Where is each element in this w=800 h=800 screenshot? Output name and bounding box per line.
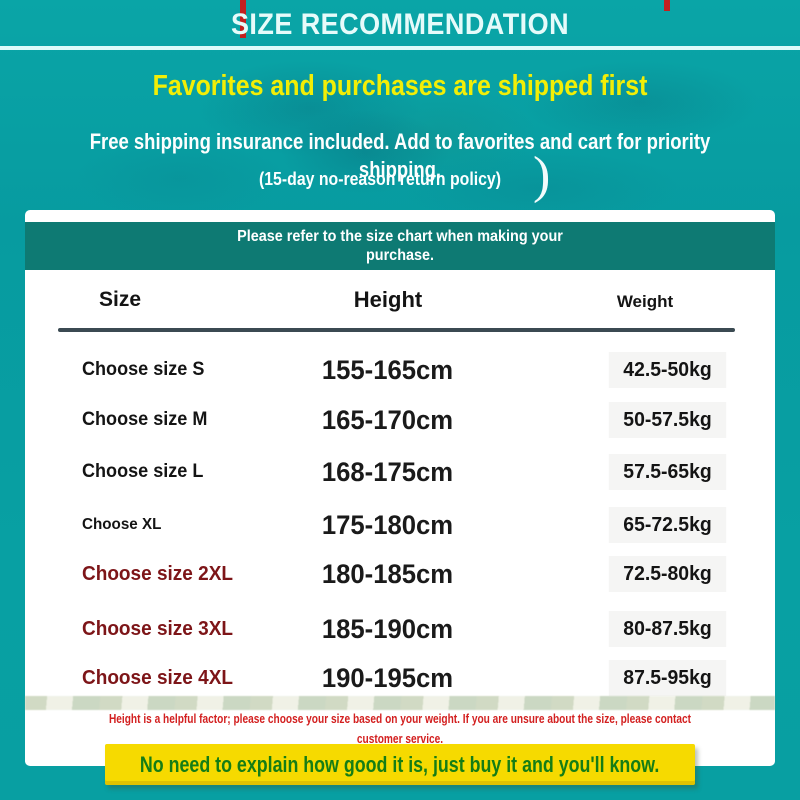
header-rule — [58, 328, 735, 332]
weight-cell: 80-87.5kg — [608, 611, 727, 647]
page-title: SIZE RECOMMENDATION — [230, 8, 570, 41]
footnote: Height is a helpful factor; please choos… — [108, 711, 692, 746]
return-policy-line: (15-day no-reason return policy) — [258, 169, 502, 189]
size-cell: Choose size L — [82, 461, 204, 482]
column-header-weight: Weight — [616, 292, 674, 311]
table-row: Choose XL 175-180cm 65-72.5kg — [25, 507, 775, 543]
table-row: Choose size S 155-165cm 42.5-50kg — [25, 352, 775, 388]
table-row: Choose size 4XL 190-195cm 87.5-95kg — [25, 660, 775, 696]
weight-cell: 72.5-80kg — [608, 556, 727, 592]
weight-cell: 50-57.5kg — [608, 402, 727, 438]
table-row: Choose size L 168-175cm 57.5-65kg — [25, 454, 775, 490]
ribbon-accent-right — [664, 0, 670, 11]
height-cell: 155-165cm — [321, 355, 454, 385]
shipping-insurance-line: Free shipping insurance included. Add to… — [89, 129, 711, 182]
decorative-paren: ) — [533, 147, 551, 204]
height-cell: 190-195cm — [321, 663, 454, 693]
size-cell: Choose size 4XL — [82, 667, 233, 689]
size-chart-card: Please refer to the size chart when maki… — [25, 210, 775, 766]
height-cell: 168-175cm — [321, 457, 454, 487]
bottom-banner-text: No need to explain how good it is, just … — [140, 751, 660, 777]
notice-text: Please refer to the size chart when maki… — [237, 228, 563, 264]
table-row: Choose size M 165-170cm 50-57.5kg — [25, 402, 775, 438]
promo-headline: Favorites and purchases are shipped firs… — [152, 70, 648, 102]
size-cell: Choose size M — [82, 409, 208, 430]
notice-bar: Please refer to the size chart when maki… — [25, 222, 775, 270]
height-cell: 185-190cm — [321, 614, 454, 644]
header-divider — [0, 46, 800, 50]
weight-cell: 57.5-65kg — [608, 454, 727, 490]
table-row: Choose size 3XL 185-190cm 80-87.5kg — [25, 611, 775, 647]
weight-cell: 87.5-95kg — [608, 660, 727, 696]
size-cell: Choose size S — [82, 359, 205, 380]
size-cell: Choose size 3XL — [82, 618, 233, 640]
height-cell: 180-185cm — [321, 559, 454, 589]
ribbon-accent-left — [240, 0, 246, 38]
height-cell: 175-180cm — [321, 510, 454, 540]
height-cell: 165-170cm — [321, 405, 454, 435]
footnote-texture-strip — [25, 696, 775, 710]
weight-cell: 65-72.5kg — [608, 507, 727, 543]
size-cell: Choose XL — [82, 516, 162, 533]
bottom-banner: No need to explain how good it is, just … — [105, 744, 695, 785]
column-header-height: Height — [353, 287, 423, 312]
weight-cell: 42.5-50kg — [608, 352, 727, 388]
column-header-size: Size — [98, 288, 142, 311]
size-cell: Choose size 2XL — [82, 563, 233, 585]
table-row: Choose size 2XL 180-185cm 72.5-80kg — [25, 556, 775, 592]
